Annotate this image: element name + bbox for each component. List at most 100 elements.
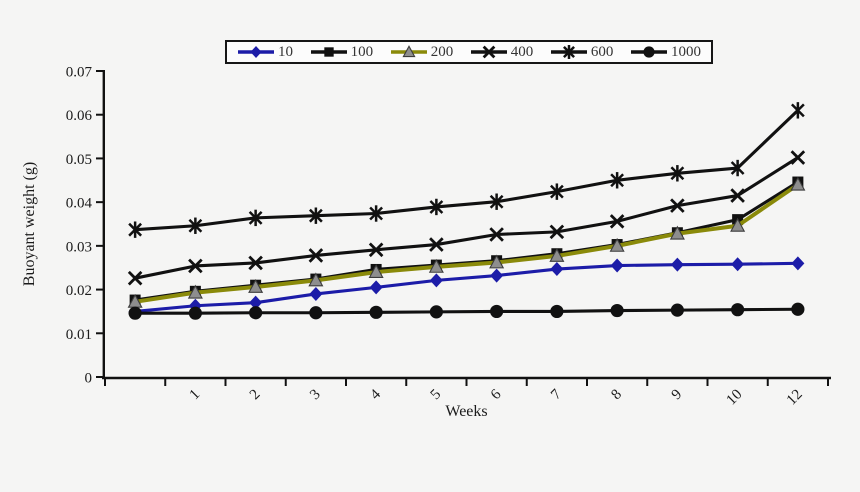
circle-marker: [731, 303, 745, 317]
circle-marker: [490, 304, 504, 319]
triangle-marker: [790, 176, 806, 191]
asterisk-marker: [489, 194, 504, 209]
legend-swatch-square: [310, 47, 347, 57]
legend-swatch-circle: [630, 46, 667, 58]
circle-marker: [309, 306, 323, 320]
triangle-marker: [308, 272, 324, 287]
y-tick-label: 0.02: [66, 283, 92, 299]
legend-entry-200: 200: [390, 43, 454, 61]
asterisk-marker: [429, 200, 444, 214]
circle-marker: [791, 302, 805, 316]
x-marker: [482, 45, 496, 59]
x-marker: [248, 255, 263, 271]
y-tick-label: 0.05: [66, 152, 92, 168]
circle-marker: [550, 304, 564, 319]
triangle-marker: [669, 225, 685, 240]
legend-entry-100: 100: [310, 43, 374, 61]
asterisk-marker: [308, 208, 323, 223]
triangle-marker: [187, 284, 203, 299]
x-tick-label: 2: [247, 387, 264, 404]
series-line-400: [134, 156, 799, 280]
diamond-marker: [731, 257, 745, 272]
asterisk-marker: [248, 210, 263, 225]
circle-marker: [188, 306, 202, 320]
legend-label: 200: [430, 43, 454, 60]
asterisk-marker: [549, 184, 564, 199]
legend-swatch-triangle: [390, 45, 427, 58]
y-tick-label: 0.01: [66, 327, 92, 343]
x-tick-label: 4: [367, 386, 384, 403]
legend-label: 1000: [670, 43, 701, 60]
x-marker: [730, 188, 745, 203]
x-marker: [368, 242, 384, 258]
diamond-marker: [490, 268, 504, 283]
series-markers-600: [128, 102, 805, 238]
asterisk-marker: [790, 103, 805, 118]
x-tick-label: 8: [608, 387, 625, 404]
diamond-marker: [250, 46, 262, 58]
series-line-10: [134, 261, 798, 313]
x-axis-title: Weeks: [445, 403, 488, 420]
diamond-marker: [369, 280, 383, 295]
diamond-marker: [429, 273, 443, 288]
series-line-200: [134, 183, 800, 304]
diamond-marker: [610, 258, 624, 273]
legend-label: 600: [590, 43, 614, 60]
y-tick-label: 0.03: [66, 239, 92, 255]
circle-marker: [249, 306, 263, 320]
x-marker: [790, 150, 806, 165]
x-tick-label: 1: [187, 387, 204, 404]
x-marker: [188, 258, 203, 274]
x-tick-label: 3: [307, 387, 324, 404]
diamond-marker: [670, 257, 684, 272]
circle-marker: [610, 303, 624, 318]
triangle-marker: [549, 247, 565, 262]
legend-entry-400: 400: [470, 43, 534, 61]
x-marker: [549, 224, 565, 240]
triangle-marker: [428, 258, 444, 273]
asterisk-marker: [369, 206, 384, 221]
legend-entry-10: 10: [237, 43, 293, 61]
triangle-marker: [402, 45, 416, 58]
circle-marker: [670, 303, 684, 317]
legend-swatch-asterisk: [550, 45, 587, 59]
triangle-marker: [248, 278, 264, 293]
y-tick-label: 0: [85, 371, 93, 387]
asterisk-marker: [610, 173, 625, 188]
x-marker: [127, 270, 143, 286]
diamond-marker: [550, 262, 564, 277]
asterisk-marker: [128, 222, 143, 237]
y-tick-label: 0.07: [66, 65, 93, 81]
asterisk-marker: [670, 166, 685, 181]
x-tick-label: 9: [669, 387, 686, 404]
x-marker: [609, 214, 625, 229]
x-tick-label: 6: [488, 386, 505, 403]
series-markers-400: [127, 150, 806, 286]
asterisk-marker: [730, 161, 745, 175]
square-marker: [323, 47, 334, 57]
triangle-marker: [609, 237, 625, 252]
y-tick-label: 0.04: [66, 196, 93, 212]
series-line-1000: [135, 307, 798, 315]
y-tick-label: 0.06: [66, 108, 93, 124]
x-tick-label: 7: [548, 386, 565, 403]
legend-label: 400: [510, 43, 534, 60]
series-markers-1000: [128, 302, 805, 320]
diamond-marker: [791, 256, 805, 271]
x-marker: [489, 227, 504, 242]
asterisk-marker: [562, 46, 575, 58]
x-marker: [429, 237, 444, 252]
x-marker: [670, 198, 685, 213]
legend-entry-600: 600: [550, 43, 614, 61]
legend-label: 100: [350, 43, 374, 60]
triangle-marker: [489, 254, 505, 269]
chart-legend: 10 100 200 400 600 1000: [225, 40, 713, 64]
legend-swatch-diamond: [238, 46, 274, 58]
diamond-marker: [249, 295, 263, 310]
circle-marker: [128, 306, 142, 320]
x-marker: [308, 248, 324, 263]
y-axis-title: Buoyant weight (g): [21, 161, 38, 287]
legend-entry-1000: 1000: [630, 43, 701, 61]
